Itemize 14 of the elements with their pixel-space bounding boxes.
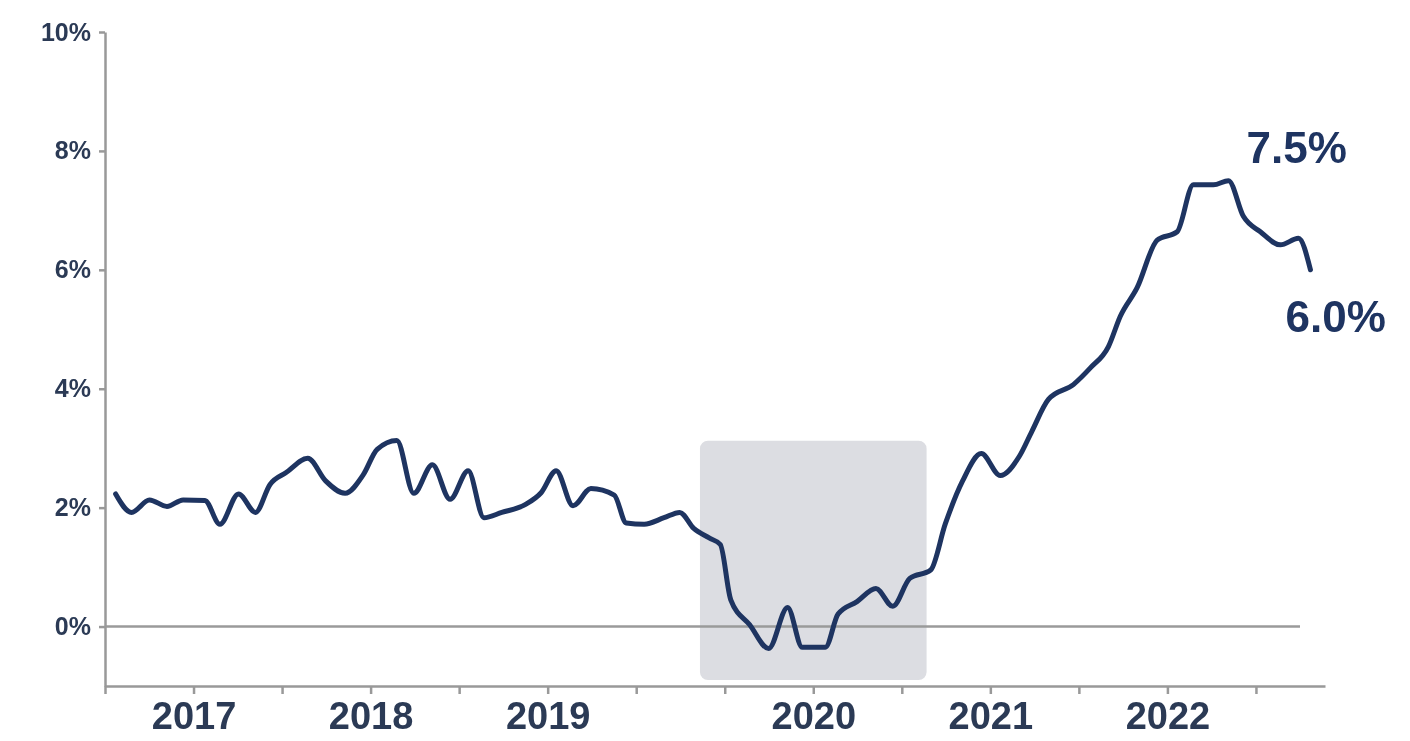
y-tick-label: 8% [54,136,91,165]
y-tick-label: 0% [54,612,91,641]
y-tick-label: 10% [40,17,91,46]
annotation: 7.5% [1246,122,1347,172]
annotation: 6.0% [1285,291,1386,341]
x-tick-label: 2018 [328,694,414,737]
y-tick-label: 4% [54,374,91,403]
y-tick-label: 6% [54,255,91,284]
x-tick-label: 2017 [151,694,237,737]
x-tick-label: 2022 [1125,694,1211,737]
x-tick-label: 2020 [771,694,857,737]
x-tick-label: 2019 [505,694,591,737]
y-tick-label: 2% [54,493,91,522]
x-tick-label: 2021 [948,694,1034,737]
